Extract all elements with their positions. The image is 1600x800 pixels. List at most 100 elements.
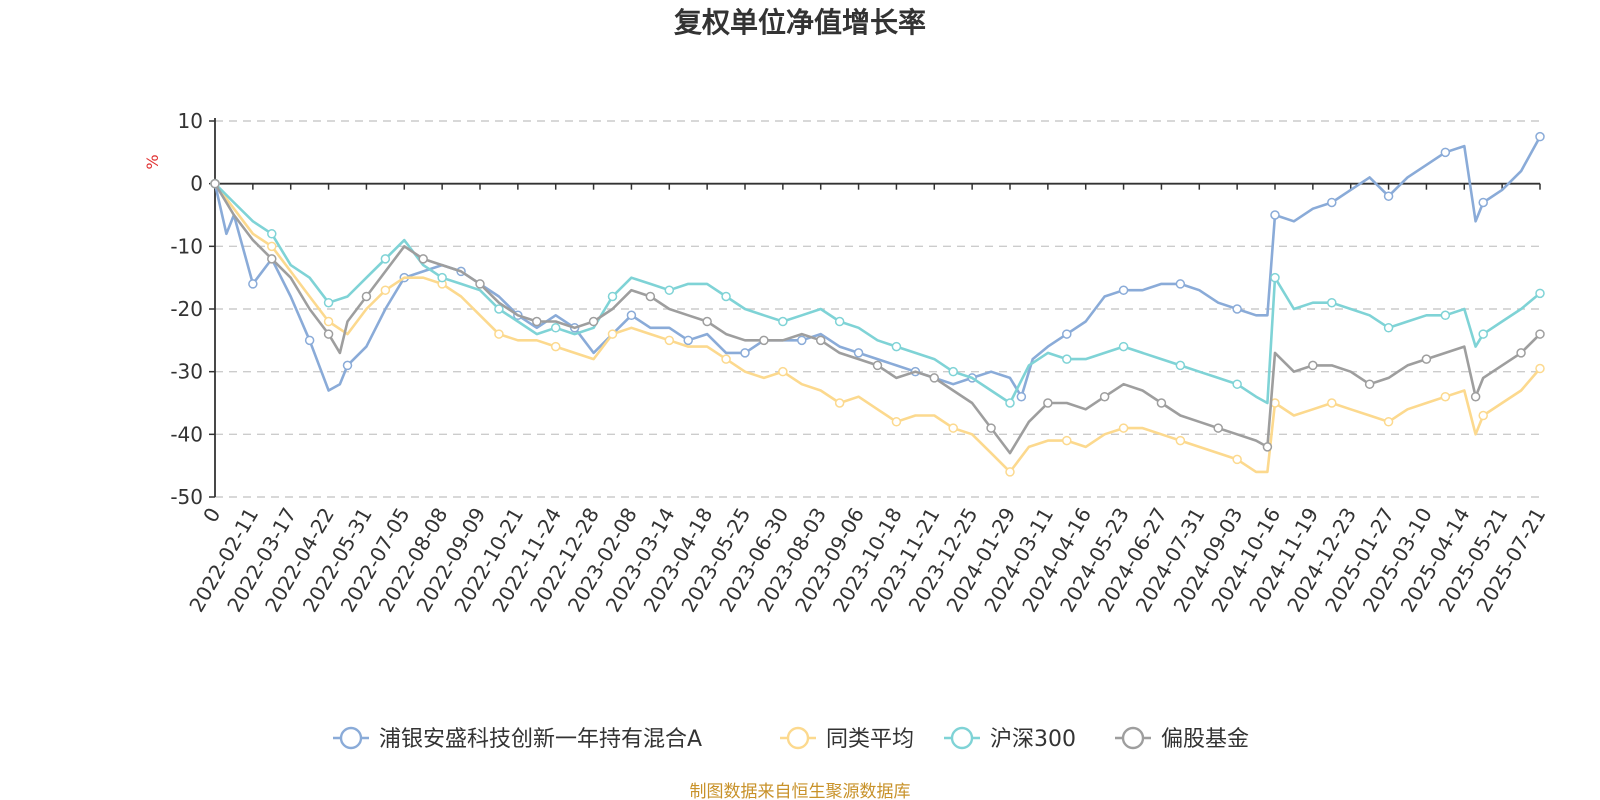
data-point: [494, 304, 504, 314]
legend-item[interactable]: 同类平均: [780, 726, 914, 752]
legend-label: 沪深300: [990, 727, 1076, 752]
data-point: [702, 316, 712, 327]
data-point: [1478, 410, 1488, 421]
data-point: [1232, 304, 1242, 314]
data-point: [532, 316, 542, 327]
data-point: [645, 291, 656, 302]
y-tick-label: -40: [170, 422, 203, 446]
data-point: [1262, 442, 1273, 452]
series-line: [213, 183, 1541, 455]
data-point: [323, 329, 334, 339]
y-tick-label: 10: [178, 109, 203, 133]
data-point: [759, 335, 769, 346]
data-point: [1421, 354, 1432, 364]
legend-item[interactable]: 偏股基金: [1115, 726, 1249, 752]
data-point: [1535, 363, 1545, 374]
data-point: [986, 423, 996, 433]
data-point: [267, 254, 277, 264]
legend-label: 偏股基金: [1161, 727, 1249, 752]
series-line: [213, 136, 1542, 399]
x-tick-label: 0: [198, 504, 225, 527]
data-point: [550, 341, 561, 352]
data-point: [891, 417, 902, 427]
data-point: [323, 316, 334, 327]
data-point: [248, 279, 258, 289]
data-point: [1440, 391, 1451, 402]
data-point: [1062, 329, 1072, 339]
data-point: [342, 360, 353, 371]
data-point: [1043, 398, 1053, 408]
data-point: [664, 285, 675, 295]
data-point: [380, 254, 391, 264]
legend-circle: [339, 726, 363, 750]
legend-item[interactable]: 浦银安盛科技创新一年持有混合A: [333, 726, 702, 752]
y-tick-label: -50: [170, 485, 203, 509]
data-point: [1005, 398, 1015, 408]
data-point: [267, 241, 277, 252]
data-point: [891, 341, 902, 352]
data-point: [267, 229, 277, 239]
data-point: [418, 254, 428, 264]
data-point: [797, 335, 807, 346]
legend-label: 同类平均: [826, 727, 914, 752]
legend-circle: [950, 726, 974, 750]
data-point: [834, 398, 845, 408]
data-point: [380, 285, 391, 295]
data-point: [494, 329, 504, 339]
data-point: [1440, 310, 1451, 321]
series-lines: [210, 131, 1545, 477]
data-point: [683, 335, 693, 346]
data-point: [1118, 285, 1129, 295]
data-point: [815, 335, 826, 346]
data-point: [323, 297, 334, 308]
data-point: [626, 310, 637, 321]
y-tick-label: -30: [170, 360, 203, 384]
data-point: [437, 272, 447, 283]
legend-item[interactable]: 沪深300: [944, 726, 1076, 752]
legend-circle: [786, 726, 810, 750]
data-point: [740, 348, 750, 358]
data-point: [1440, 147, 1451, 158]
data-point: [1099, 391, 1110, 402]
data-point: [1118, 341, 1129, 352]
data-point: [304, 335, 315, 346]
data-point: [1470, 391, 1481, 402]
series-line: [213, 182, 1541, 474]
data-point: [1232, 454, 1242, 465]
data-point: [1535, 288, 1545, 299]
data-point: [550, 323, 561, 333]
data-point: [872, 360, 883, 371]
data-point: [1270, 210, 1280, 220]
chart-title: 复权单位净值增长率: [674, 6, 926, 39]
data-point: [1062, 354, 1072, 364]
data-point: [1327, 197, 1337, 208]
data-point: [721, 354, 731, 364]
legend[interactable]: 浦银安盛科技创新一年持有混合A 同类平均 沪深300 偏股基金: [333, 726, 1249, 752]
y-tick-label: -10: [170, 234, 203, 258]
data-point: [778, 366, 788, 377]
data-point: [210, 178, 220, 189]
y-tick-label: 0: [190, 172, 203, 196]
data-point: [1232, 379, 1242, 389]
data-point: [1213, 423, 1223, 433]
y-tick-label: -20: [170, 297, 203, 321]
data-point: [1516, 348, 1526, 358]
data-point: [1016, 391, 1027, 402]
data-point: [948, 366, 958, 377]
data-point: [1270, 272, 1280, 283]
source-note: 制图数据来自恒生聚源数据库: [690, 782, 911, 800]
data-point: [1175, 435, 1186, 446]
data-point: [361, 291, 372, 302]
data-point: [664, 335, 675, 346]
data-point: [1156, 398, 1167, 408]
data-point: [834, 316, 845, 327]
data-point: [1535, 131, 1545, 142]
data-point: [1383, 417, 1394, 427]
data-point: [475, 279, 485, 289]
data-point: [1175, 360, 1186, 371]
data-point: [1062, 435, 1072, 446]
grid-lines: [215, 120, 1540, 498]
data-point: [1308, 360, 1318, 371]
axes: 100-10-20-30-40-5002022-02-112022-03-172…: [170, 109, 1550, 616]
